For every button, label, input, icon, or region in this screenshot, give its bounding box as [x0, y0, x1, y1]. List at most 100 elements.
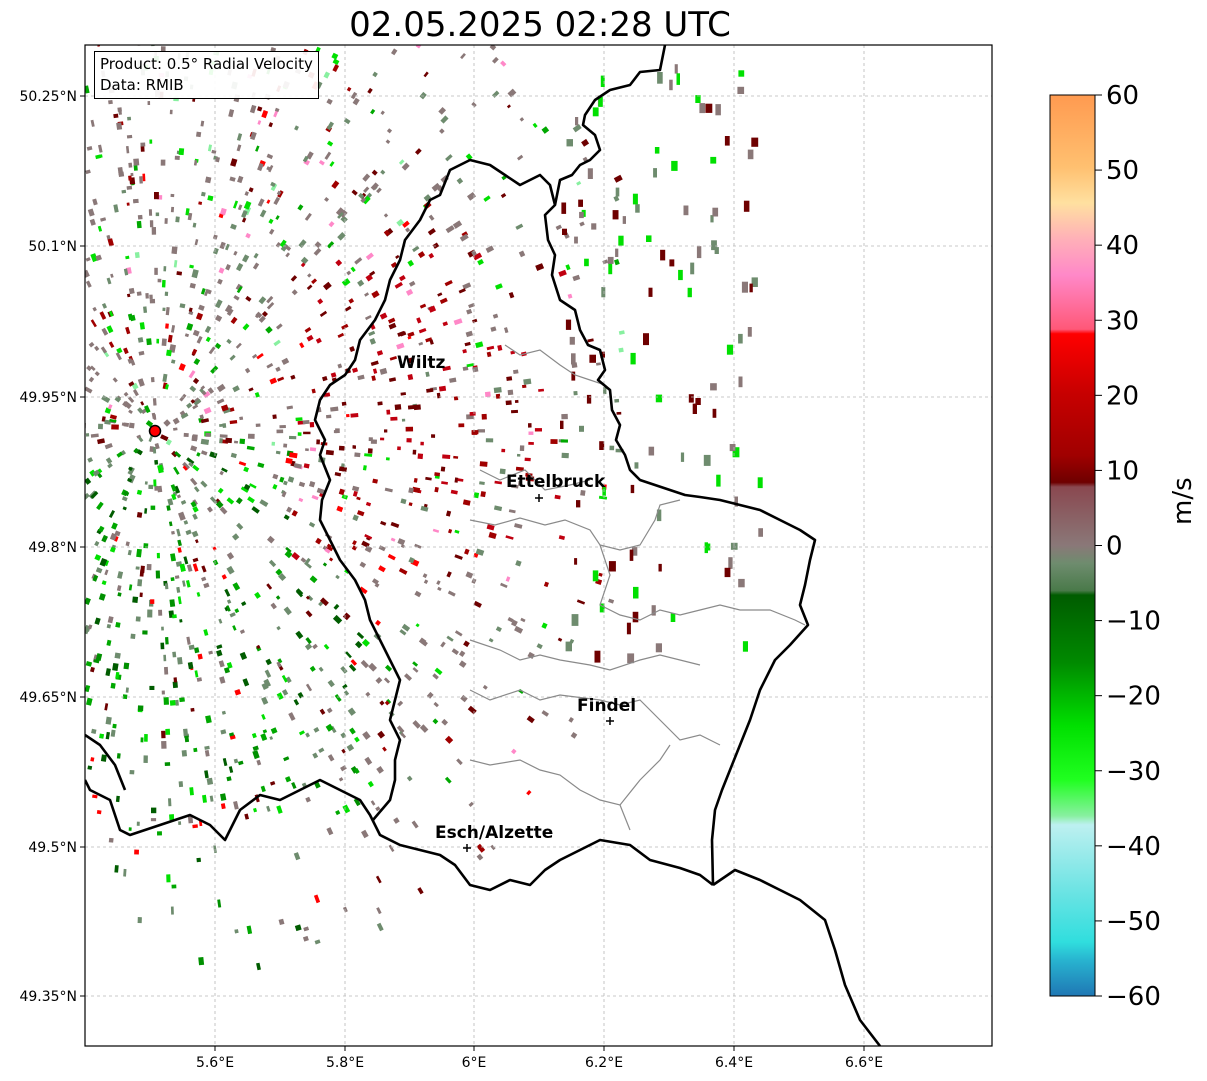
echo-pixel: [371, 290, 380, 299]
echo-pixel: [237, 204, 243, 211]
echo-pixel: [116, 753, 121, 759]
radar-map[interactable]: Wiltz Ettelbruck Findel Esch/Alzette: [0, 0, 1040, 1081]
echo-pixel: [579, 425, 584, 432]
echo-pixel: [270, 727, 278, 735]
echo-pixel: [88, 376, 95, 383]
echo-pixel: [182, 465, 188, 471]
echo-pixel: [383, 213, 389, 218]
echo-pixel: [214, 314, 223, 322]
echo-pixel: [178, 363, 186, 372]
echo-pixel: [428, 252, 435, 259]
echo-pixel: [271, 441, 276, 446]
echo-pixel: [97, 225, 103, 232]
echo-pixel: [220, 207, 227, 216]
echo-pixel: [695, 95, 701, 103]
echo-pixel: [692, 403, 697, 414]
echo-pixel: [589, 354, 596, 363]
echo-pixel: [241, 601, 247, 607]
echo-pixel: [175, 699, 179, 706]
echo-pixel: [576, 180, 582, 186]
echo-pixel: [185, 208, 190, 216]
echo-pixel: [331, 180, 340, 189]
echo-pixel: [194, 239, 199, 246]
echo-pixel: [216, 398, 225, 405]
echo-pixel: [200, 480, 208, 488]
echo-pixel: [490, 844, 496, 851]
echo-pixel: [130, 172, 134, 177]
echo-pixel: [221, 710, 226, 715]
echo-pixel: [99, 557, 108, 567]
echo-pixel: [312, 752, 319, 759]
echo-pixel: [109, 414, 117, 420]
echo-pixel: [202, 390, 211, 399]
echo-pixel: [571, 614, 579, 626]
echo-pixel: [132, 596, 139, 603]
echo-pixel: [170, 325, 176, 333]
echo-pixel: [326, 707, 333, 714]
echo-pixel: [738, 333, 743, 344]
echo-pixel: [241, 210, 248, 219]
echo-pixel: [397, 700, 404, 707]
echo-pixel: [627, 653, 635, 664]
echo-pixel: [108, 99, 113, 105]
echo-pixel: [178, 781, 184, 788]
echo-pixel: [446, 635, 454, 642]
echo-pixel: [161, 279, 166, 288]
echo-pixel: [207, 195, 214, 202]
echo-pixel: [613, 174, 623, 183]
echo-pixel: [375, 676, 383, 684]
echo-pixel: [515, 466, 524, 472]
echo-pixel: [298, 481, 306, 488]
echo-pixel: [90, 490, 99, 499]
echo-pixel: [586, 394, 592, 404]
echo-pixel: [85, 477, 92, 485]
echo-pixel: [376, 907, 382, 915]
echo-pixel: [305, 637, 312, 645]
echo-pixel: [473, 552, 479, 558]
echo-pixel: [405, 426, 414, 432]
city-label-esch-alzette: Esch/Alzette: [435, 823, 553, 843]
echo-pixel: [165, 349, 172, 357]
echo-pixel: [275, 568, 283, 576]
echo-pixel: [325, 723, 334, 732]
echo-pixel: [181, 750, 188, 757]
echo-pixel: [192, 513, 198, 520]
echo-pixel: [352, 514, 359, 522]
echo-pixel: [281, 357, 290, 366]
echo-pixel: [376, 350, 384, 356]
echo-pixel: [357, 279, 365, 287]
echo-pixel: [575, 117, 579, 126]
echo-pixel: [514, 625, 524, 634]
echo-pixel: [129, 769, 135, 775]
echo-pixel: [183, 520, 189, 525]
echo-pixel: [358, 192, 365, 200]
echo-pixel: [196, 677, 203, 682]
echo-pixel: [742, 641, 748, 652]
echo-pixel: [302, 935, 309, 942]
echo-pixel: [226, 308, 234, 316]
echo-pixel: [690, 262, 695, 275]
echo-pixel: [444, 735, 454, 744]
echo-pixel: [101, 580, 107, 586]
echo-pixel: [405, 288, 414, 296]
colorbar-unit-label: m/s: [1168, 477, 1198, 525]
echo-pixel: [444, 776, 452, 784]
echo-pixel: [276, 805, 283, 814]
echo-pixel: [228, 732, 235, 737]
echo-pixel: [380, 110, 385, 115]
echo-pixel: [226, 338, 232, 345]
echo-pixel: [165, 439, 172, 446]
lon-tick-label: 6.2°E: [585, 1055, 623, 1071]
echo-pixel: [499, 468, 506, 475]
echo-pixel: [133, 158, 140, 166]
echo-pixel: [347, 707, 356, 716]
echo-pixel: [364, 292, 370, 297]
echo-pixel: [396, 725, 405, 734]
echo-pixel: [188, 461, 194, 468]
echo-pixel: [419, 303, 427, 309]
echo-pixel: [508, 291, 515, 299]
echo-pixel: [189, 787, 194, 796]
echo-pixel: [325, 449, 334, 456]
echo-pixel: [163, 419, 171, 427]
echo-pixel: [457, 478, 464, 482]
